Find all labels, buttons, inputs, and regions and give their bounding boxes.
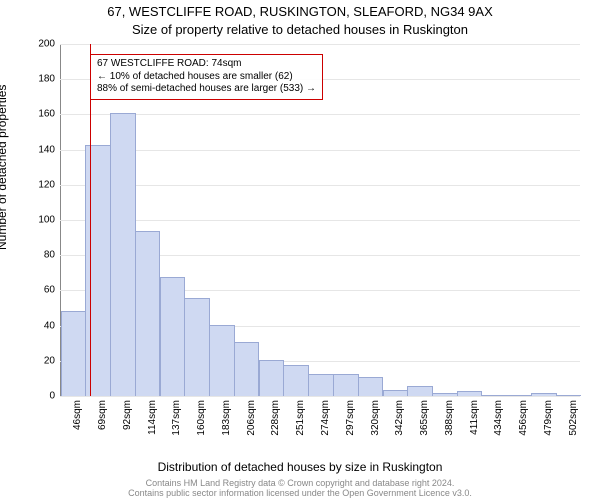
plot-area: 02040608010012014016018020046sqm69sqm92s… [60, 44, 580, 396]
x-tick-label: 114sqm [147, 400, 158, 435]
histogram-bar [457, 391, 483, 396]
y-tick-label: 20 [15, 355, 55, 366]
histogram-bar [358, 377, 384, 396]
x-tick-label: 183sqm [221, 400, 232, 436]
histogram-bar [383, 390, 409, 396]
y-tick-label: 140 [15, 144, 55, 155]
x-tick-label: 502sqm [568, 400, 579, 436]
histogram-bar [234, 342, 260, 396]
y-tick-label: 200 [15, 39, 55, 50]
annotation-line3: 88% of semi-detached houses are larger (… [97, 83, 316, 96]
histogram-bar [135, 231, 161, 396]
grid-line [60, 396, 580, 397]
y-tick-label: 80 [15, 250, 55, 261]
x-tick-label: 274sqm [320, 400, 331, 436]
grid-line [60, 44, 580, 45]
histogram-bar [259, 360, 285, 396]
x-tick-label: 137sqm [171, 400, 182, 436]
x-tick-label: 206sqm [246, 400, 257, 436]
x-tick-label: 69sqm [97, 400, 108, 430]
footer-attribution: Contains HM Land Registry data © Crown c… [0, 478, 600, 498]
y-tick-label: 160 [15, 109, 55, 120]
x-tick-label: 365sqm [419, 400, 430, 436]
x-tick-label: 388sqm [444, 400, 455, 436]
y-tick-label: 180 [15, 74, 55, 85]
x-tick-label: 434sqm [493, 400, 504, 436]
x-tick-label: 342sqm [394, 400, 405, 436]
grid-line [60, 114, 580, 115]
x-tick-label: 160sqm [196, 400, 207, 436]
histogram-bar [531, 393, 557, 396]
grid-line [60, 150, 580, 151]
histogram-bar [482, 395, 508, 396]
histogram-bar [407, 386, 433, 396]
x-tick-label: 92sqm [122, 400, 133, 430]
annotation-line1: 67 WESTCLIFFE ROAD: 74sqm [97, 58, 316, 71]
histogram-bar [333, 374, 359, 396]
x-tick-label: 411sqm [469, 400, 480, 435]
histogram-bar [209, 325, 235, 396]
chart-title-line1: 67, WESTCLIFFE ROAD, RUSKINGTON, SLEAFOR… [0, 4, 600, 19]
histogram-bar [61, 311, 87, 396]
x-tick-label: 479sqm [543, 400, 554, 436]
histogram-bar [184, 298, 210, 396]
footer-line1: Contains HM Land Registry data © Crown c… [0, 478, 600, 488]
histogram-bar [556, 395, 582, 396]
y-tick-label: 40 [15, 320, 55, 331]
annotation-line2: ← 10% of detached houses are smaller (62… [97, 71, 316, 84]
x-axis-label: Distribution of detached houses by size … [0, 460, 600, 474]
grid-line [60, 220, 580, 221]
histogram-bar [110, 113, 136, 396]
chart-title-line2: Size of property relative to detached ho… [0, 22, 600, 37]
annotation-box: 67 WESTCLIFFE ROAD: 74sqm← 10% of detach… [90, 54, 323, 100]
y-tick-label: 100 [15, 215, 55, 226]
x-tick-label: 297sqm [345, 400, 356, 436]
y-tick-label: 60 [15, 285, 55, 296]
footer-line2: Contains public sector information licen… [0, 488, 600, 498]
y-axis-label: Number of detached properties [0, 85, 9, 250]
histogram-bar [506, 395, 532, 396]
histogram-bar [283, 365, 309, 396]
x-tick-label: 228sqm [270, 400, 281, 436]
x-tick-label: 251sqm [295, 400, 306, 436]
histogram-bar [308, 374, 334, 396]
x-tick-label: 456sqm [518, 400, 529, 436]
x-tick-label: 320sqm [370, 400, 381, 436]
y-tick-label: 120 [15, 179, 55, 190]
x-tick-label: 46sqm [72, 400, 83, 430]
histogram-bar [160, 277, 186, 396]
histogram-bar [432, 393, 458, 396]
y-tick-label: 0 [15, 391, 55, 402]
chart-container: 67, WESTCLIFFE ROAD, RUSKINGTON, SLEAFOR… [0, 0, 600, 500]
grid-line [60, 185, 580, 186]
